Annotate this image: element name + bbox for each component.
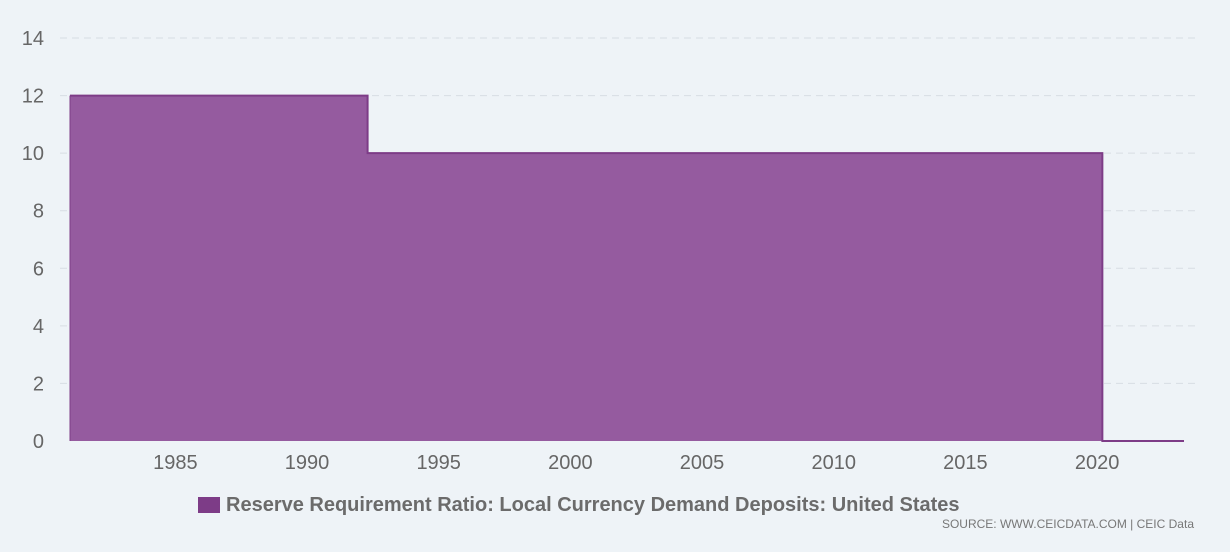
area-fill [70,95,1184,442]
x-tick-label: 2005 [680,452,725,474]
source-note: SOURCE: WWW.CEICDATA.COM | CEIC Data [941,517,1194,531]
x-tick-label: 1990 [285,452,330,474]
y-tick-label: 8 [33,201,44,223]
x-tick-label: 2020 [1075,452,1120,474]
y-tick-label: 2 [33,373,44,395]
legend-label: Reserve Requirement Ratio: Local Currenc… [226,493,960,516]
x-tick-label: 2000 [548,452,593,474]
y-tick-label: 4 [33,316,44,338]
y-tick-label: 6 [33,258,44,280]
x-tick-label: 2015 [943,452,988,474]
y-tick-label: 0 [33,431,44,453]
x-tick-label: 1995 [416,452,461,474]
x-tick-label: 2010 [811,452,856,474]
x-tick-label: 1985 [153,452,198,474]
y-tick-label: 10 [22,143,44,165]
y-tick-label: 14 [22,28,44,50]
y-tick-label: 12 [22,86,44,108]
legend[interactable]: Reserve Requirement Ratio: Local Currenc… [198,492,960,518]
legend-swatch [198,497,220,513]
series-line [70,94,1184,442]
